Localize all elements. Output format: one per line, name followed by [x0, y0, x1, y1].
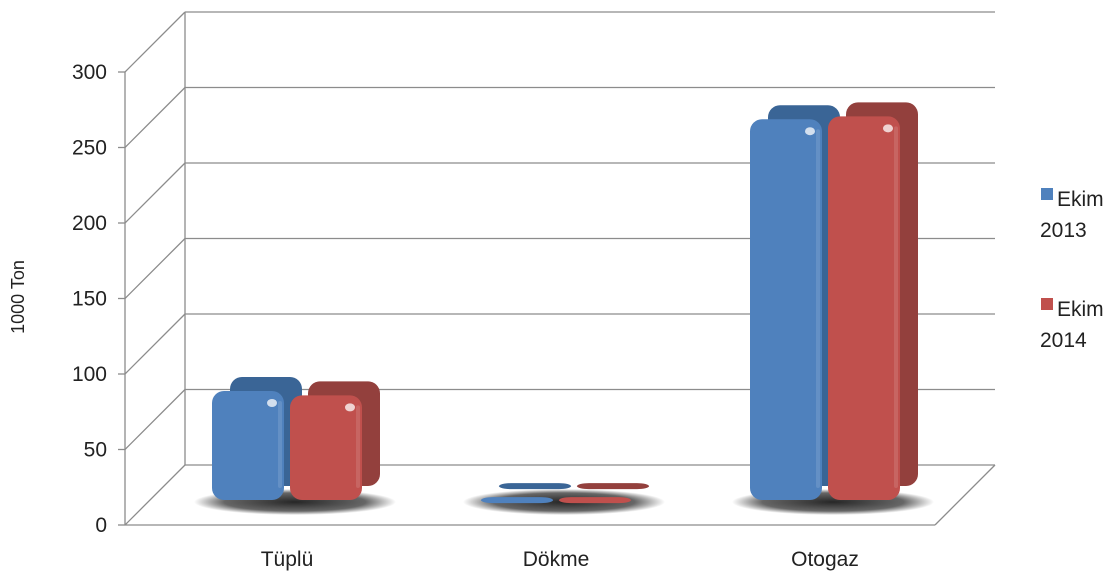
- bar-highlight: [805, 127, 815, 136]
- legend-item: Ekim 2014: [1040, 298, 1104, 352]
- y-axis: 0 50 100 150 200 250 300: [72, 12, 996, 537]
- bar-highlight: [345, 403, 355, 412]
- legend-label: 2014: [1040, 329, 1087, 352]
- legend-label: Ekim: [1057, 298, 1104, 321]
- y-tick-label: 150: [72, 288, 107, 311]
- bar-sheen: [356, 405, 360, 488]
- bar-face: [828, 116, 900, 500]
- bars: [212, 102, 918, 504]
- bar-depth: [577, 483, 649, 490]
- gridline-side: [124, 389, 186, 450]
- bar-sheen: [894, 126, 898, 488]
- gridline-side: [124, 87, 186, 148]
- bar: [559, 483, 649, 504]
- bar-face: [290, 395, 362, 500]
- legend: Ekim 2013 Ekim 2014: [1040, 188, 1104, 352]
- bar-face: [212, 391, 284, 500]
- bar: [290, 381, 380, 500]
- y-tick-label: 0: [95, 514, 107, 537]
- bar-sheen: [816, 129, 820, 488]
- bar: [481, 483, 571, 504]
- floor-right-edge: [934, 464, 996, 526]
- bar-face: [750, 119, 822, 500]
- gridline-side: [124, 238, 186, 299]
- x-tick-label: Dökme: [523, 548, 590, 571]
- x-tick-label: Otogaz: [791, 548, 859, 571]
- bar-highlight: [883, 124, 893, 133]
- x-tick-label: Tüplü: [261, 548, 314, 571]
- bar-highlight: [267, 399, 277, 407]
- legend-label: 2013: [1040, 219, 1087, 242]
- x-axis: Tüplü Dökme Otogaz: [261, 548, 859, 571]
- bar: [828, 102, 918, 500]
- y-tick-label: 200: [72, 212, 107, 235]
- bar-depth: [499, 483, 571, 490]
- y-tick-label: 50: [84, 439, 107, 462]
- legend-item: Ekim 2013: [1040, 188, 1104, 242]
- legend-swatch: [1041, 188, 1053, 200]
- legend-label: Ekim: [1057, 188, 1104, 211]
- y-tick-label: 100: [72, 363, 107, 386]
- gridline-side: [124, 464, 186, 526]
- y-axis-label: 1000 Ton: [8, 260, 28, 334]
- bar-sheen: [278, 401, 282, 488]
- gridline-side: [124, 11, 186, 73]
- bar-face: [481, 497, 553, 504]
- bar: [212, 377, 302, 500]
- gridline-side: [124, 313, 186, 375]
- bar-face: [559, 497, 631, 504]
- gridline-side: [124, 162, 186, 224]
- y-tick-label: 250: [72, 137, 107, 160]
- bar: [750, 105, 840, 500]
- y-tick-label: 300: [72, 61, 107, 84]
- legend-swatch: [1041, 298, 1053, 310]
